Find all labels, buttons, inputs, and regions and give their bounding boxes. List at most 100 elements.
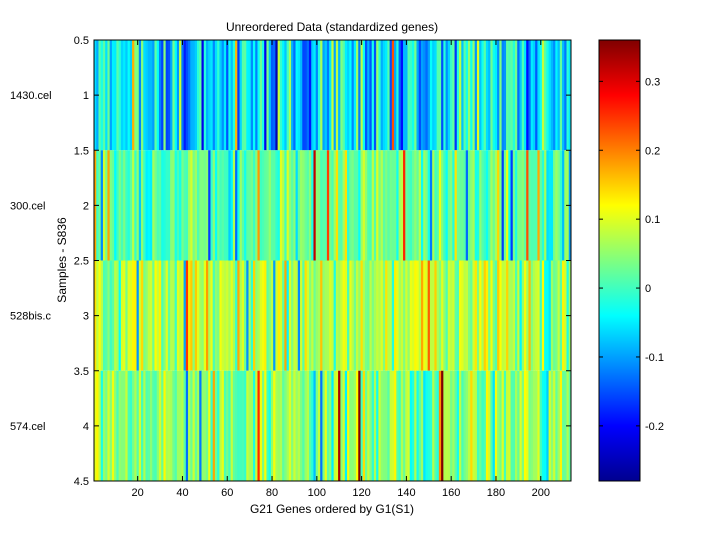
heatmap-cell [405, 150, 408, 261]
colorbar-tick-label: 0 [645, 283, 651, 295]
heatmap-cell [129, 370, 133, 481]
heatmap-cell [313, 260, 317, 371]
heatmap-cell [313, 150, 317, 261]
heatmap-cell [217, 150, 220, 261]
heatmap-cell [237, 370, 240, 481]
heatmap-cell [125, 150, 128, 261]
heatmap-cell [470, 260, 473, 371]
heatmap-cell [277, 40, 281, 151]
heatmap-cell [409, 370, 413, 481]
heatmap-cell [378, 150, 382, 261]
heatmap-cell [181, 370, 184, 481]
heatmap-cell [378, 40, 382, 151]
heatmap-cell [515, 150, 518, 261]
heatmap-cell [235, 260, 238, 371]
heatmap-cell [176, 150, 180, 261]
heatmap-cell [510, 150, 514, 261]
heatmap-cell [353, 370, 357, 481]
heatmap-cell [212, 40, 216, 151]
heatmap-cell [335, 370, 339, 481]
chart-title: Unreordered Data (standardized genes) [226, 20, 438, 34]
heatmap-cell [123, 260, 126, 371]
heatmap-cell [246, 150, 249, 261]
heatmap-cell [179, 150, 182, 261]
heatmap-cell [132, 260, 135, 371]
heatmap-cell [389, 150, 393, 261]
heatmap-cell [340, 40, 343, 151]
heatmap-cell [230, 40, 234, 151]
heatmap-cell [120, 370, 124, 481]
x-tick-label: 20 [132, 487, 144, 499]
heatmap-cell [273, 260, 276, 371]
heatmap-cell [553, 260, 556, 371]
heatmap-cell [329, 150, 332, 261]
heatmap-cell [331, 150, 335, 261]
heatmap-cell [219, 150, 223, 261]
heatmap-cell [434, 260, 438, 371]
heatmap-cell [102, 260, 106, 371]
colorbar-tick-label: -0.2 [645, 421, 664, 433]
heatmap-cell [497, 260, 500, 371]
heatmap-cell [203, 370, 207, 481]
heatmap-cell [340, 260, 343, 371]
x-tick-label: 160 [442, 487, 460, 499]
heatmap-cell [210, 370, 214, 481]
heatmap-cell [320, 150, 323, 261]
heatmap-cell [356, 40, 359, 151]
heatmap-cell [114, 370, 117, 481]
heatmap-cell [163, 150, 167, 261]
heatmap-cell [313, 370, 317, 481]
heatmap-cell [467, 150, 471, 261]
heatmap-cell [257, 40, 261, 151]
heatmap-cell [506, 260, 509, 371]
heatmap-cell [364, 40, 368, 151]
heatmap-cell [550, 370, 554, 481]
heatmap-cell [116, 370, 120, 481]
heatmap-cell [270, 260, 274, 371]
heatmap-cell [235, 150, 238, 261]
heatmap-cell [358, 260, 361, 371]
heatmap-cell [259, 150, 263, 261]
heatmap-cell [282, 150, 285, 261]
heatmap-cell [548, 260, 552, 371]
heatmap-cell [515, 260, 518, 371]
heatmap-cell [358, 40, 361, 151]
heatmap-cell [170, 40, 173, 151]
heatmap-cell [485, 260, 489, 371]
heatmap-cell [340, 370, 343, 481]
heatmap-cell [506, 370, 509, 481]
heatmap-cell [306, 150, 310, 261]
heatmap-cell [559, 370, 563, 481]
heatmap-cell [485, 150, 489, 261]
heatmap-cell [145, 150, 149, 261]
heatmap-cell [98, 260, 102, 371]
heatmap-cell [443, 150, 446, 261]
heatmap-cell [537, 40, 541, 151]
heatmap-cell [138, 40, 142, 151]
heatmap-cell [418, 260, 422, 371]
heatmap-cell [420, 260, 424, 371]
heatmap-cell [450, 40, 453, 151]
row-label: 300.cel [10, 200, 45, 212]
x-tick-label: 200 [532, 487, 550, 499]
heatmap-cell [445, 260, 449, 371]
heatmap-cell [467, 370, 471, 481]
heatmap-cell [205, 40, 209, 151]
heatmap-cell [530, 150, 534, 261]
heatmap-cell [194, 40, 198, 151]
x-tick-label: 100 [308, 487, 326, 499]
heatmap-cell [284, 260, 287, 371]
heatmap-cell [241, 150, 245, 261]
heatmap-cell [503, 370, 507, 481]
heatmap-cell [541, 150, 545, 261]
heatmap-cell [394, 150, 397, 261]
heatmap-cell [201, 150, 205, 261]
heatmap-cell [217, 40, 220, 151]
heatmap-cell [434, 370, 438, 481]
y-axis-label: Samples - S836 [55, 217, 69, 303]
heatmap-cell [259, 40, 263, 151]
heatmap-cell [403, 370, 406, 481]
heatmap-cell [167, 370, 171, 481]
heatmap-cell [405, 370, 408, 481]
heatmap-cell [378, 260, 382, 371]
